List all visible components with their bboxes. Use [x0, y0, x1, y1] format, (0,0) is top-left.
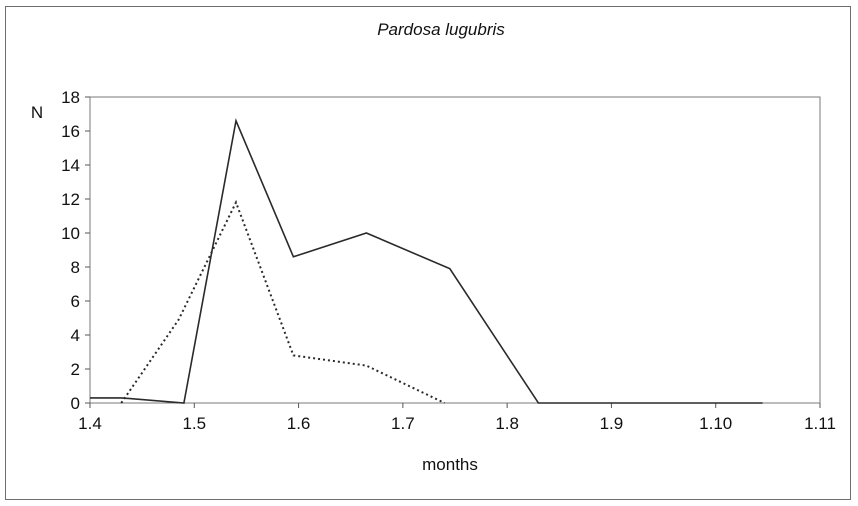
- y-axis-label: N: [31, 103, 43, 122]
- y-tick-label: 12: [61, 190, 80, 209]
- y-tick-label: 16: [61, 122, 80, 141]
- y-tick-label: 10: [61, 224, 80, 243]
- x-axis: 1.4 1.5 1.6 1.7 1.8 1.9 1.10 1.11: [78, 403, 836, 433]
- x-axis-label: months: [422, 455, 478, 474]
- x-tick-label: 1.11: [804, 414, 836, 433]
- y-tick-label: 4: [71, 326, 80, 345]
- y-tick-label: 6: [71, 292, 80, 311]
- series-layer: [90, 118, 763, 404]
- y-tick-label: 14: [61, 156, 80, 175]
- y-tick-label: 2: [71, 360, 80, 379]
- x-tick-label: 1.10: [699, 414, 732, 433]
- plot-area: [89, 96, 821, 404]
- y-axis: 0 2 4 6 8 10 12 14 16 18: [61, 88, 90, 413]
- x-tick-label: 1.6: [287, 414, 311, 433]
- x-tick-label: 1.9: [600, 414, 624, 433]
- chart-title: Pardosa lugubris: [377, 20, 505, 39]
- chart-frame: [5, 6, 851, 500]
- x-tick-label: 1.8: [495, 414, 519, 433]
- y-tick-label: 8: [71, 258, 80, 277]
- series-line-solid: [90, 118, 763, 404]
- x-tick-label: 1.5: [182, 414, 206, 433]
- y-tick-label: 0: [71, 394, 80, 413]
- y-tick-label: 18: [61, 88, 80, 107]
- x-tick-label: 1.4: [78, 414, 102, 433]
- x-tick-label: 1.7: [391, 414, 415, 433]
